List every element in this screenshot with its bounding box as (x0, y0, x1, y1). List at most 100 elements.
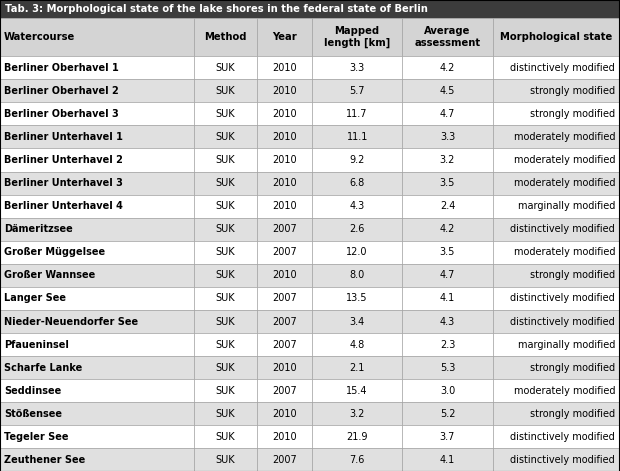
Text: SUK: SUK (215, 247, 235, 257)
Text: 2.4: 2.4 (440, 201, 455, 211)
Bar (0, 56, 193, 79)
Bar (257, 425, 312, 448)
Text: Berliner Unterhavel 4: Berliner Unterhavel 4 (4, 201, 123, 211)
Bar (492, 425, 620, 448)
Bar (402, 310, 492, 333)
Text: 2007: 2007 (272, 340, 297, 349)
Text: Berliner Unterhavel 1: Berliner Unterhavel 1 (4, 132, 123, 142)
Text: SUK: SUK (215, 201, 235, 211)
Text: 2010: 2010 (272, 409, 297, 419)
Bar (257, 195, 312, 218)
Bar (257, 402, 312, 425)
Bar (492, 310, 620, 333)
Bar (312, 125, 402, 148)
Bar (402, 356, 492, 379)
Text: 2007: 2007 (272, 455, 297, 465)
Text: 2010: 2010 (272, 109, 297, 119)
Bar (492, 148, 620, 171)
Bar (402, 125, 492, 148)
Bar (193, 356, 257, 379)
Text: 2007: 2007 (272, 247, 297, 257)
Text: Scharfe Lanke: Scharfe Lanke (4, 363, 82, 373)
Bar (0, 125, 193, 148)
Text: distinctively modified: distinctively modified (510, 224, 615, 234)
Bar (312, 356, 402, 379)
Text: SUK: SUK (215, 109, 235, 119)
Text: Year: Year (272, 32, 297, 42)
Text: SUK: SUK (215, 270, 235, 280)
Bar (402, 148, 492, 171)
Bar (0, 264, 193, 287)
Bar (257, 448, 312, 471)
Text: 5.2: 5.2 (440, 409, 455, 419)
Bar (257, 333, 312, 356)
Bar (492, 379, 620, 402)
Bar (0, 402, 193, 425)
Bar (193, 18, 257, 56)
Text: 3.4: 3.4 (350, 317, 365, 326)
Text: distinctively modified: distinctively modified (510, 317, 615, 326)
Text: 2007: 2007 (272, 293, 297, 303)
Bar (0, 241, 193, 264)
Bar (492, 125, 620, 148)
Text: Morphological state: Morphological state (500, 32, 613, 42)
Text: 2010: 2010 (272, 201, 297, 211)
Text: 3.5: 3.5 (440, 178, 455, 188)
Bar (492, 402, 620, 425)
Bar (257, 102, 312, 125)
Text: moderately modified: moderately modified (513, 386, 615, 396)
Text: Langer See: Langer See (4, 293, 66, 303)
Bar (492, 195, 620, 218)
Bar (257, 241, 312, 264)
Bar (0, 18, 193, 56)
Bar (193, 218, 257, 241)
Bar (257, 287, 312, 310)
Bar (402, 379, 492, 402)
Text: 4.1: 4.1 (440, 455, 455, 465)
Bar (193, 102, 257, 125)
Text: SUK: SUK (215, 293, 235, 303)
Bar (257, 56, 312, 79)
Text: marginally modified: marginally modified (518, 201, 615, 211)
Bar (193, 264, 257, 287)
Bar (257, 18, 312, 56)
Bar (402, 56, 492, 79)
Bar (193, 310, 257, 333)
Bar (193, 79, 257, 102)
Bar (492, 79, 620, 102)
Text: Seddinsee: Seddinsee (4, 386, 61, 396)
Text: moderately modified: moderately modified (513, 155, 615, 165)
Bar (312, 56, 402, 79)
Bar (402, 402, 492, 425)
Text: 4.2: 4.2 (440, 63, 455, 73)
Bar (312, 310, 402, 333)
Text: Tegeler See: Tegeler See (4, 432, 68, 442)
Bar (402, 448, 492, 471)
Bar (312, 148, 402, 171)
Bar (312, 402, 402, 425)
Bar (402, 264, 492, 287)
Text: strongly modified: strongly modified (530, 86, 615, 96)
Text: 2.1: 2.1 (350, 363, 365, 373)
Bar (492, 356, 620, 379)
Text: Stößensee: Stößensee (4, 409, 62, 419)
Text: Nieder-Neuendorfer See: Nieder-Neuendorfer See (4, 317, 138, 326)
Bar (0, 195, 193, 218)
Text: Berliner Oberhavel 3: Berliner Oberhavel 3 (4, 109, 119, 119)
Bar (492, 171, 620, 195)
Text: 4.1: 4.1 (440, 293, 455, 303)
Text: 4.8: 4.8 (350, 340, 365, 349)
Text: 2007: 2007 (272, 224, 297, 234)
Text: SUK: SUK (215, 155, 235, 165)
Bar (312, 333, 402, 356)
Bar (257, 310, 312, 333)
Bar (312, 195, 402, 218)
Bar (402, 18, 492, 56)
Bar (257, 171, 312, 195)
Bar (312, 218, 402, 241)
Text: moderately modified: moderately modified (513, 178, 615, 188)
Bar (193, 448, 257, 471)
Text: 2.3: 2.3 (440, 340, 455, 349)
Bar (0, 171, 193, 195)
Text: 3.3: 3.3 (440, 132, 455, 142)
